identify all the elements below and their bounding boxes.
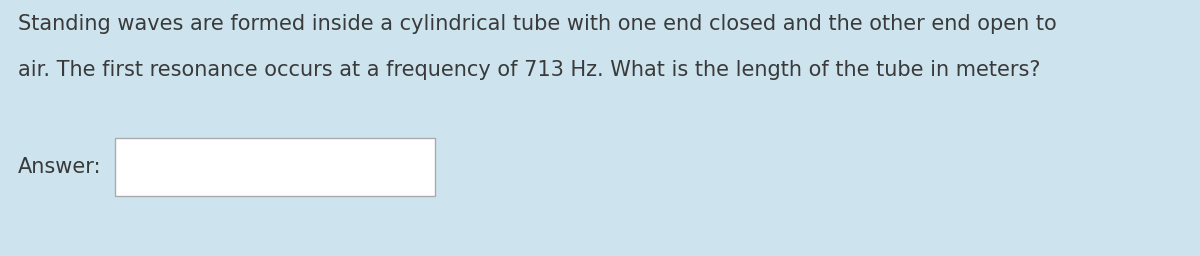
Text: Answer:: Answer: [18, 157, 102, 177]
Text: Standing waves are formed inside a cylindrical tube with one end closed and the : Standing waves are formed inside a cylin… [18, 14, 1057, 34]
Text: air. The first resonance occurs at a frequency of 713 Hz. What is the length of : air. The first resonance occurs at a fre… [18, 60, 1040, 80]
Bar [115, 138, 436, 196]
